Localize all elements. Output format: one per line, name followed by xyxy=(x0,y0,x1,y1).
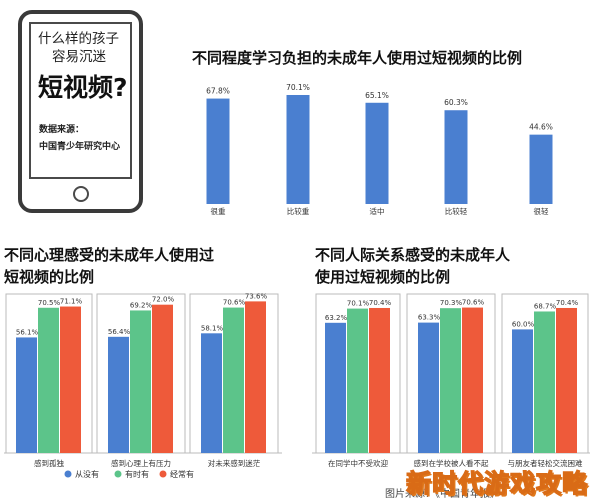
chart3-value-label: 70.4% xyxy=(369,299,392,307)
chart1-value-label: 67.8% xyxy=(206,87,230,96)
chart1-bar xyxy=(206,98,230,204)
chart2-bar xyxy=(130,310,151,453)
chart3-bar xyxy=(369,307,390,453)
chart2-value-label: 71.1% xyxy=(60,298,83,306)
chart3-bar xyxy=(556,307,577,453)
chart1-category-label: 比较重 xyxy=(287,206,310,216)
phone-home-button-icon xyxy=(72,186,89,202)
chart2-value-label: 56.4% xyxy=(108,328,131,336)
legend-label: 有时有 xyxy=(125,469,149,479)
chart3-title-line1: 不同人际关系感受的未成年人 xyxy=(315,246,511,264)
chart2-value-label: 69.2% xyxy=(130,301,153,309)
chart3-category-label: 与朋友者轻松交流困难 xyxy=(508,458,583,468)
chart2-bar xyxy=(60,306,81,453)
chart3-title-line2: 使用过短视频的比例 xyxy=(315,268,451,286)
chart3-bar xyxy=(347,308,368,453)
chart3-value-label: 70.6% xyxy=(462,299,485,307)
chart3-bar xyxy=(512,329,533,453)
chart1-bar xyxy=(444,110,468,204)
chart3-bar xyxy=(534,311,555,453)
chart2-category-label: 对未来感到迷茫 xyxy=(208,458,261,468)
chart2-bar xyxy=(152,304,173,453)
chart2-value-label: 70.5% xyxy=(38,299,61,307)
phone-source-label: 数据来源： xyxy=(39,125,85,135)
legend-swatch-icon xyxy=(114,470,122,478)
chart2-bar xyxy=(201,333,222,453)
chart3-bar xyxy=(462,307,483,453)
chart3-value-label: 60.0% xyxy=(512,320,535,328)
chart3-category-label: 感到在学校被人看不起 xyxy=(414,458,489,468)
chart1-bar xyxy=(529,134,553,204)
chart1-category-label: 适中 xyxy=(370,206,385,216)
chart2-category-label: 感到孤独 xyxy=(34,458,64,468)
chart2-title-line1: 不同心理感受的未成年人使用过 xyxy=(4,246,215,264)
chart3-value-label: 70.3% xyxy=(440,299,463,307)
phone-illustration: 什么样的孩子 容易沉迷 短视频? 数据来源： 中国青少年研究中心 xyxy=(18,10,143,213)
legend-swatch-icon xyxy=(64,470,72,478)
chart2-bar xyxy=(245,301,266,453)
legend-label: 经常有 xyxy=(170,469,194,479)
chart2-bar xyxy=(223,307,244,453)
chart1-category-label: 很轻 xyxy=(534,206,549,216)
phone-source-name: 中国青少年研究中心 xyxy=(39,142,121,152)
chart2-bar xyxy=(38,307,59,453)
chart2-bar xyxy=(108,336,129,453)
legend-swatch-icon xyxy=(159,470,167,478)
chart3-value-label: 63.3% xyxy=(418,314,441,322)
phone-question-line2: 容易沉迷 xyxy=(52,49,106,65)
chart3-bar xyxy=(325,322,346,453)
watermark-text: 新时代游戏攻略 xyxy=(405,468,588,498)
chart2-category-label: 感到心理上有压力 xyxy=(111,458,171,468)
chart2-title-line2: 短视频的比例 xyxy=(4,268,95,286)
chart1-category-label: 比较轻 xyxy=(445,206,468,216)
chart2-value-label: 73.6% xyxy=(245,292,268,300)
chart3-value-label: 70.1% xyxy=(347,300,370,308)
chart2-value-label: 72.0% xyxy=(152,296,175,304)
chart3-value-label: 63.2% xyxy=(325,314,348,322)
chart1-bar xyxy=(365,102,389,204)
chart1-value-label: 44.6% xyxy=(529,123,553,132)
chart1-category-label: 很重 xyxy=(211,207,226,216)
chart1-title: 不同程度学习负担的未成年人使用过短视频的比例 xyxy=(192,49,523,67)
chart2-bar xyxy=(16,337,37,453)
chart3-value-label: 68.7% xyxy=(534,302,557,310)
chart1-bar xyxy=(286,94,310,204)
chart1-value-label: 70.1% xyxy=(286,83,310,92)
chart2-value-label: 70.6% xyxy=(223,299,246,307)
chart1-value-label: 65.1% xyxy=(365,91,389,100)
chart1-value-label: 60.3% xyxy=(444,98,468,107)
phone-title: 短视频? xyxy=(38,73,128,102)
phone-question-line1: 什么样的孩子 xyxy=(38,31,119,47)
chart2-value-label: 56.1% xyxy=(16,328,39,336)
chart3-bar xyxy=(440,308,461,453)
chart2-value-label: 58.1% xyxy=(201,324,224,332)
chart3-value-label: 70.4% xyxy=(556,299,579,307)
legend-label: 从没有 xyxy=(75,469,99,479)
chart3-bar xyxy=(418,322,439,453)
image-source-note: 图片来源：《中国青年报》 xyxy=(385,489,500,500)
phone-screen: 什么样的孩子 容易沉迷 短视频? 数据来源： 中国青少年研究中心 xyxy=(29,22,132,179)
chart3-category-label: 在同学中不受欢迎 xyxy=(328,458,388,468)
